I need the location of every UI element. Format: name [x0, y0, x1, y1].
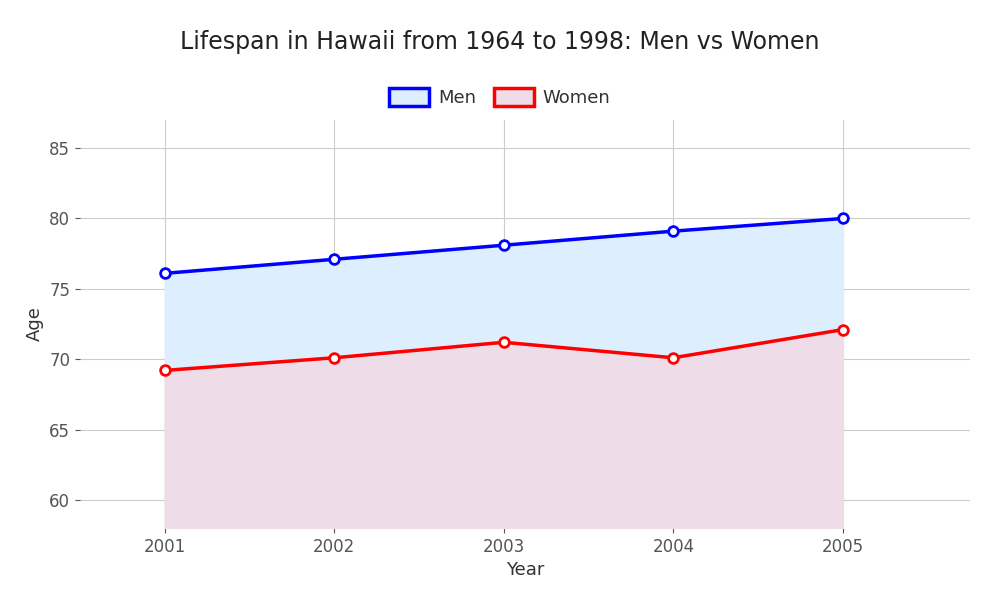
Y-axis label: Age: Age	[26, 307, 44, 341]
Text: Lifespan in Hawaii from 1964 to 1998: Men vs Women: Lifespan in Hawaii from 1964 to 1998: Me…	[180, 30, 820, 54]
Legend: Men, Women: Men, Women	[382, 81, 618, 114]
X-axis label: Year: Year	[506, 561, 544, 579]
